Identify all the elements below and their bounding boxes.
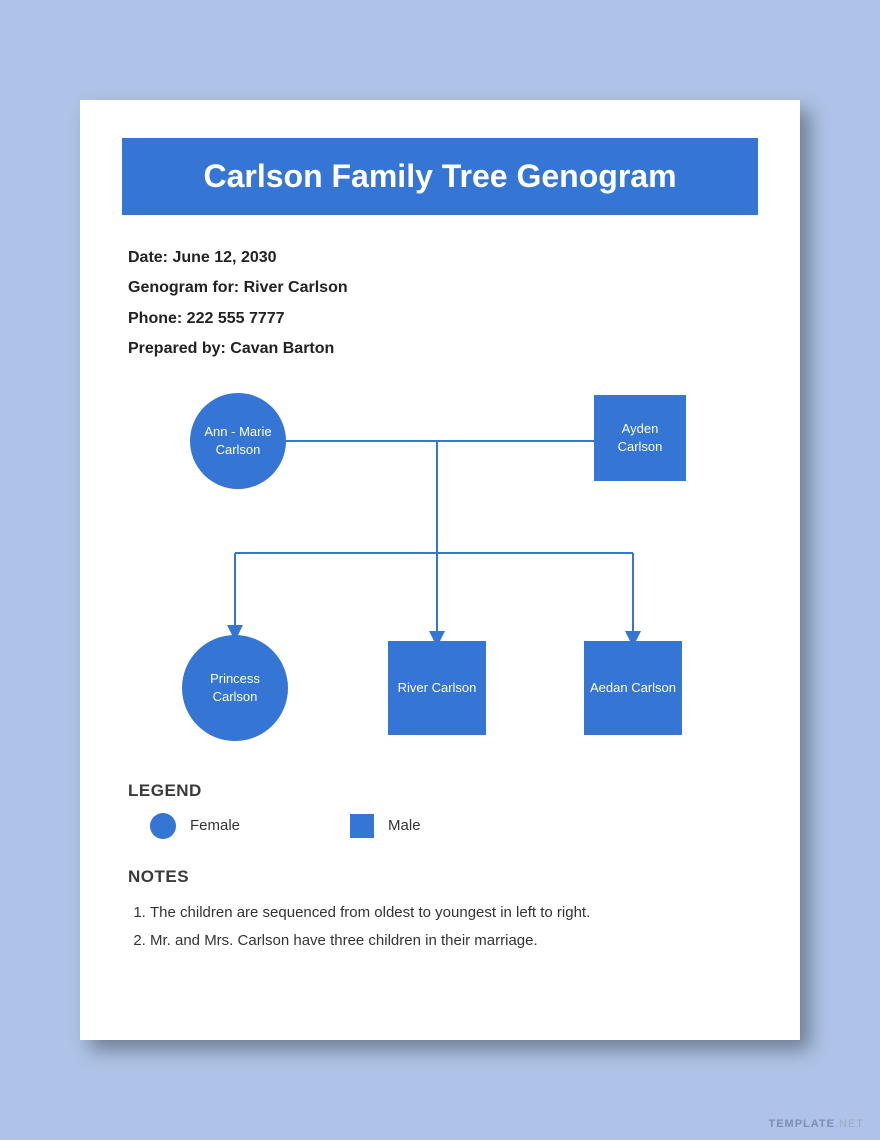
meta-date-label: Date: <box>128 249 168 266</box>
legend-row: Female Male <box>150 813 758 839</box>
meta-prepared-value: Cavan Barton <box>230 340 334 357</box>
legend-label: Female <box>190 817 240 834</box>
note-item: Mr. and Mrs. Carlson have three children… <box>150 927 758 956</box>
meta-block: Date: June 12, 2030 Genogram for: River … <box>128 243 758 365</box>
node-river: River Carlson <box>388 641 486 735</box>
notes-title: NOTES <box>128 867 758 887</box>
notes-list: The children are sequenced from oldest t… <box>150 899 758 956</box>
meta-date-value: June 12, 2030 <box>172 249 276 266</box>
meta-for-label: Genogram for: <box>128 279 239 296</box>
watermark-suffix: .NET <box>835 1118 864 1130</box>
meta-phone-label: Phone: <box>128 310 182 327</box>
node-aedan: Aedan Carlson <box>584 641 682 735</box>
legend-title: LEGEND <box>128 781 758 801</box>
meta-prepared-label: Prepared by: <box>128 340 226 357</box>
meta-date: Date: June 12, 2030 <box>128 243 758 273</box>
meta-for-value: River Carlson <box>244 279 348 296</box>
node-princess: Princess Carlson <box>182 635 288 741</box>
meta-for: Genogram for: River Carlson <box>128 273 758 303</box>
watermark: TEMPLATE.NET <box>768 1118 864 1130</box>
document-card: Carlson Family Tree Genogram Date: June … <box>80 100 800 1040</box>
genogram-diagram: Ann - Marie Carlson Ayden Carlson Princess… <box>122 383 758 763</box>
meta-phone-value: 222 555 7777 <box>187 310 285 327</box>
circle-icon <box>150 813 176 839</box>
note-item: The children are sequenced from oldest t… <box>150 899 758 928</box>
legend-label: Male <box>388 817 421 834</box>
meta-prepared: Prepared by: Cavan Barton <box>128 334 758 364</box>
watermark-brand: TEMPLATE <box>768 1118 834 1130</box>
legend-item-female: Female <box>150 813 240 839</box>
square-icon <box>350 814 374 838</box>
page-title: Carlson Family Tree Genogram <box>122 138 758 215</box>
meta-phone: Phone: 222 555 7777 <box>128 304 758 334</box>
legend-item-male: Male <box>350 814 421 838</box>
node-ayden: Ayden Carlson <box>594 395 686 481</box>
node-ann: Ann - Marie Carlson <box>190 393 286 489</box>
